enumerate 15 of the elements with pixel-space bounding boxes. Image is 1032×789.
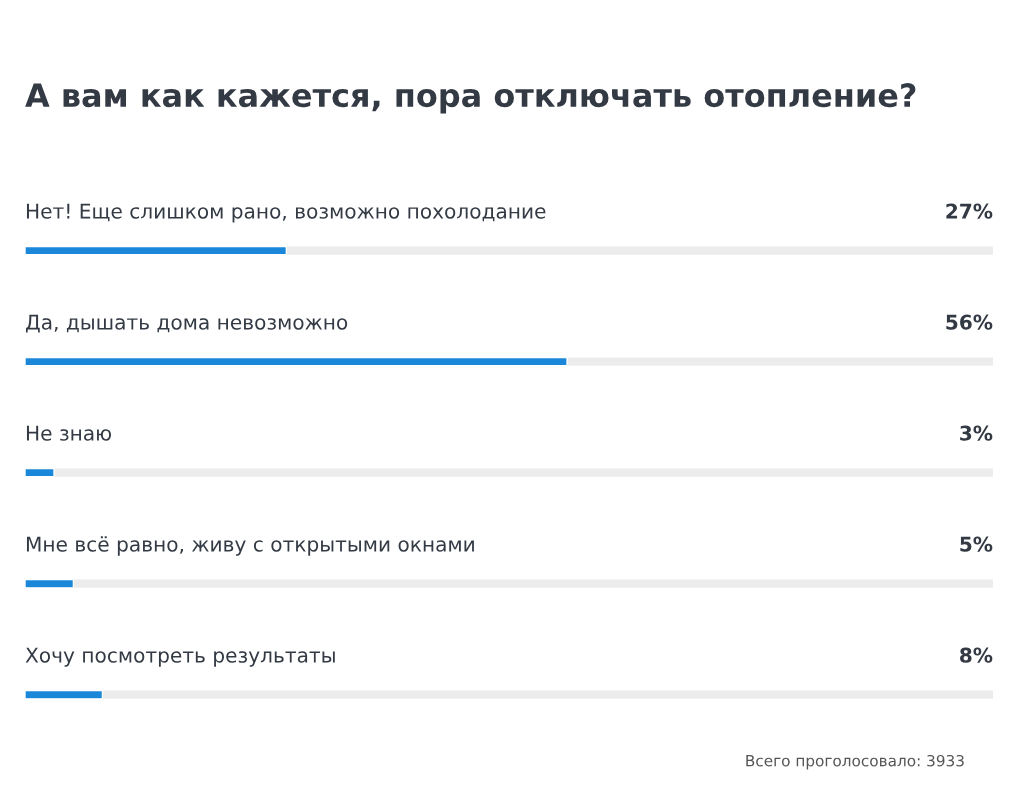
y-tick-label: Хочу посмотреть результаты bbox=[25, 647, 335, 667]
y-tick-label: Да, дышать дома невозможно bbox=[25, 314, 348, 333]
bar bbox=[25, 578, 75, 589]
data-label: 8% bbox=[960, 647, 993, 663]
chart-title: А вам как кажется, пора отключать отопление? bbox=[25, 83, 916, 114]
data-label: 3% bbox=[960, 425, 993, 441]
y-tick-label: Не знаю bbox=[26, 425, 111, 441]
data-label: 27% bbox=[946, 203, 993, 219]
bar bbox=[25, 467, 55, 478]
bar bbox=[25, 689, 104, 700]
y-tick-label: Мне всё равно, живу с открытыми окнами bbox=[26, 536, 474, 556]
y-tick-label: Нет! Еще слишком рано, возможно похолодание bbox=[26, 203, 546, 223]
text: Всего проголосовало: 3933 bbox=[746, 754, 964, 770]
data-label: 5% bbox=[960, 536, 993, 552]
data-label: 56% bbox=[946, 314, 993, 330]
